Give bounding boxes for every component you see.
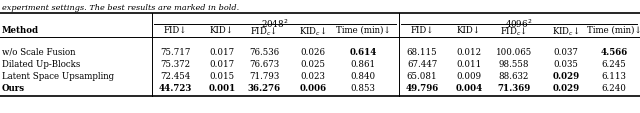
Text: 0.017: 0.017	[209, 48, 235, 56]
Text: 0.011: 0.011	[456, 59, 482, 68]
Text: KID$_c$↓: KID$_c$↓	[299, 26, 327, 38]
Text: 2048$^2$: 2048$^2$	[261, 18, 289, 30]
Text: 0.026: 0.026	[301, 48, 326, 56]
Text: 0.614: 0.614	[349, 48, 377, 56]
Text: FID↓: FID↓	[163, 26, 187, 35]
Text: 44.723: 44.723	[158, 83, 192, 92]
Text: 0.840: 0.840	[351, 71, 376, 80]
Text: 0.012: 0.012	[456, 48, 481, 56]
Text: 0.006: 0.006	[300, 83, 326, 92]
Text: 6.240: 6.240	[602, 83, 627, 92]
Text: 0.029: 0.029	[552, 71, 580, 80]
Text: 36.276: 36.276	[248, 83, 280, 92]
Text: 4.566: 4.566	[600, 48, 628, 56]
Text: Method: Method	[2, 26, 39, 35]
Text: experiment settings. The best results are marked in bold.: experiment settings. The best results ar…	[2, 4, 239, 12]
Text: 75.717: 75.717	[160, 48, 190, 56]
Text: 68.115: 68.115	[406, 48, 437, 56]
Text: 6.113: 6.113	[602, 71, 627, 80]
Text: 0.001: 0.001	[209, 83, 236, 92]
Text: Ours: Ours	[2, 83, 25, 92]
Text: 71.793: 71.793	[249, 71, 279, 80]
Text: 0.037: 0.037	[554, 48, 579, 56]
Text: 75.372: 75.372	[160, 59, 190, 68]
Text: w/o Scale Fusion: w/o Scale Fusion	[2, 48, 76, 56]
Text: 0.009: 0.009	[456, 71, 481, 80]
Text: 0.004: 0.004	[456, 83, 483, 92]
Text: KID↓: KID↓	[457, 26, 481, 35]
Text: 0.025: 0.025	[301, 59, 326, 68]
Text: FID↓: FID↓	[410, 26, 434, 35]
Text: 100.065: 100.065	[496, 48, 532, 56]
Text: Time (min)↓: Time (min)↓	[335, 26, 390, 35]
Text: 67.447: 67.447	[407, 59, 437, 68]
Text: 76.536: 76.536	[249, 48, 279, 56]
Text: 0.861: 0.861	[351, 59, 376, 68]
Text: KID↓: KID↓	[210, 26, 234, 35]
Text: 0.029: 0.029	[552, 83, 580, 92]
Text: 98.558: 98.558	[499, 59, 529, 68]
Text: Latent Space Upsampling: Latent Space Upsampling	[2, 71, 114, 80]
Text: 72.454: 72.454	[160, 71, 190, 80]
Text: 0.023: 0.023	[301, 71, 325, 80]
Text: 0.017: 0.017	[209, 59, 235, 68]
Text: Dilated Up-Blocks: Dilated Up-Blocks	[2, 59, 81, 68]
Text: FID$_c$↓: FID$_c$↓	[250, 26, 278, 38]
Text: 4096$^2$: 4096$^2$	[506, 18, 532, 30]
Text: 76.673: 76.673	[249, 59, 279, 68]
Text: Time (min)↓: Time (min)↓	[587, 26, 640, 35]
Text: FID$_c$↓: FID$_c$↓	[500, 26, 527, 38]
Text: 88.632: 88.632	[499, 71, 529, 80]
Text: 0.853: 0.853	[351, 83, 376, 92]
Text: 49.796: 49.796	[405, 83, 438, 92]
Text: 0.015: 0.015	[209, 71, 235, 80]
Text: KID$_c$↓: KID$_c$↓	[552, 26, 580, 38]
Text: 6.245: 6.245	[602, 59, 627, 68]
Text: 0.035: 0.035	[554, 59, 579, 68]
Text: 71.369: 71.369	[497, 83, 531, 92]
Text: 65.081: 65.081	[406, 71, 437, 80]
